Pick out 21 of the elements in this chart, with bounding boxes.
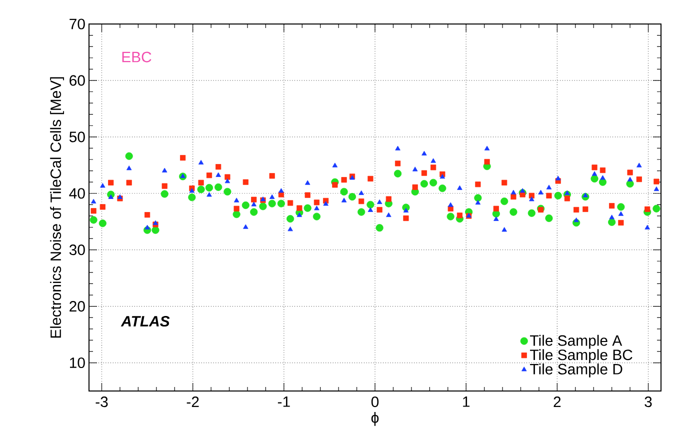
y-tick-label: 60	[70, 75, 85, 86]
y-tick-label: 30	[69, 244, 85, 256]
x-tick-label: 2	[554, 396, 561, 407]
y-tick-label: 40	[69, 188, 85, 199]
y-tick-label: 10	[70, 357, 85, 368]
x-tick-label: -2	[186, 396, 199, 407]
legend-label: Tile Sample D	[530, 363, 622, 378]
x-tick-label: 0	[371, 396, 379, 408]
x-tick-label: 3	[644, 396, 652, 408]
annotation: EBC	[122, 52, 152, 62]
y-axis-title: Electronics Noise of TileCal Cells [MeV]	[50, 77, 64, 338]
legend-label: Tile Sample A	[530, 334, 622, 349]
y-tick-label: 70	[70, 18, 85, 30]
annotation: ATLAS	[120, 316, 170, 327]
x-tick-label: -1	[278, 396, 290, 407]
y-tick-label: 50	[69, 132, 85, 142]
x-axis-title: ϕ	[371, 412, 379, 426]
x-tick-label: 1	[463, 396, 470, 407]
legend-label: Tile Sample BC	[530, 349, 632, 364]
y-tick-label: 20	[70, 301, 85, 312]
x-tick-label: -3	[96, 396, 108, 408]
